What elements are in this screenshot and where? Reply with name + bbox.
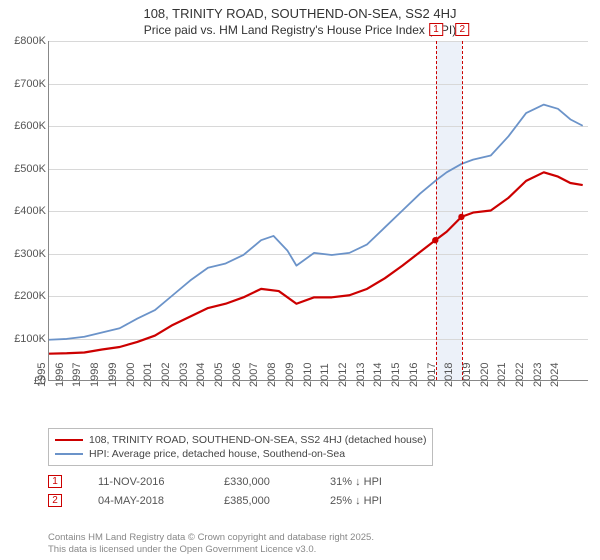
- x-tick-label: 1998: [89, 363, 101, 387]
- legend-item-hpi: HPI: Average price, detached house, Sout…: [55, 447, 426, 461]
- series-line-hpi: [49, 105, 583, 340]
- sale-hpi-delta: 31% ↓ HPI: [330, 476, 410, 488]
- x-tick-label: 2001: [142, 363, 154, 387]
- x-tick-label: 2023: [531, 363, 543, 387]
- x-tick-label: 1996: [53, 363, 65, 387]
- x-tick-label: 2011: [319, 363, 331, 387]
- x-tick-label: 2015: [390, 363, 402, 387]
- legend-swatch: [55, 453, 83, 455]
- x-tick-label: 2020: [478, 363, 490, 387]
- x-tick-label: 2021: [496, 363, 508, 387]
- legend-label: 108, TRINITY ROAD, SOUTHEND-ON-SEA, SS2 …: [89, 434, 426, 446]
- x-tick-label: 2000: [124, 363, 136, 387]
- y-tick-label: £600K: [14, 120, 46, 132]
- attribution: Contains HM Land Registry data © Crown c…: [48, 532, 374, 556]
- sale-tag: 1: [48, 475, 62, 488]
- attribution-line: Contains HM Land Registry data © Crown c…: [48, 532, 374, 544]
- y-tick-label: £500K: [14, 163, 46, 175]
- chart-svg: [49, 41, 588, 380]
- x-tick-label: 2013: [354, 363, 366, 387]
- chart-title: 108, TRINITY ROAD, SOUTHEND-ON-SEA, SS2 …: [0, 0, 600, 21]
- sale-price: £330,000: [224, 476, 294, 488]
- y-tick-label: £800K: [14, 35, 46, 47]
- sales-table: 1 11-NOV-2016 £330,000 31% ↓ HPI 2 04-MAY-201…: [48, 472, 410, 510]
- x-tick-label: 2022: [514, 363, 526, 387]
- sale-marker-tag: 1: [429, 23, 443, 36]
- x-tick-label: 2008: [266, 363, 278, 387]
- x-tick-label: 2006: [231, 363, 243, 387]
- x-tick-label: 1995: [36, 363, 48, 387]
- y-tick-label: £400K: [14, 205, 46, 217]
- sale-marker-line: [436, 41, 437, 380]
- sale-hpi-delta: 25% ↓ HPI: [330, 495, 410, 507]
- sale-marker-tag: 2: [455, 23, 469, 36]
- legend-label: HPI: Average price, detached house, Sout…: [89, 448, 345, 460]
- x-tick-label: 2012: [337, 363, 349, 387]
- sale-marker-line: [462, 41, 463, 380]
- sale-row: 2 04-MAY-2018 £385,000 25% ↓ HPI: [48, 491, 410, 510]
- series-line-price_paid: [49, 172, 583, 353]
- x-tick-label: 2017: [425, 363, 437, 387]
- legend-swatch: [55, 439, 83, 441]
- chart-subtitle: Price paid vs. HM Land Registry's House …: [0, 21, 600, 41]
- x-tick-label: 1999: [107, 363, 119, 387]
- x-tick-label: 2003: [177, 363, 189, 387]
- x-tick-label: 2007: [248, 363, 260, 387]
- x-tick-label: 2005: [213, 363, 225, 387]
- x-tick-label: 2004: [195, 363, 207, 387]
- plot-area: 12: [48, 41, 588, 381]
- y-tick-label: £200K: [14, 290, 46, 302]
- y-tick-label: £100K: [14, 333, 46, 345]
- sale-row: 1 11-NOV-2016 £330,000 31% ↓ HPI: [48, 472, 410, 491]
- x-tick-label: 2018: [443, 363, 455, 387]
- y-tick-label: £700K: [14, 78, 46, 90]
- x-tick-label: 2016: [408, 363, 420, 387]
- x-tick-label: 2002: [160, 363, 172, 387]
- sale-tag: 2: [48, 494, 62, 507]
- x-tick-label: 2010: [301, 363, 313, 387]
- x-tick-label: 2009: [284, 363, 296, 387]
- sale-date: 11-NOV-2016: [98, 476, 188, 488]
- x-tick-label: 2019: [461, 363, 473, 387]
- x-tick-label: 2024: [549, 363, 561, 387]
- legend-item-price-paid: 108, TRINITY ROAD, SOUTHEND-ON-SEA, SS2 …: [55, 433, 426, 447]
- sale-date: 04-MAY-2018: [98, 495, 188, 507]
- y-tick-label: £300K: [14, 248, 46, 260]
- attribution-line: This data is licensed under the Open Gov…: [48, 544, 374, 556]
- x-tick-label: 2014: [372, 363, 384, 387]
- sale-price: £385,000: [224, 495, 294, 507]
- chart: 12 £0£100K£200K£300K£400K£500K£600K£700K…: [0, 41, 600, 421]
- x-tick-label: 1997: [71, 363, 83, 387]
- legend: 108, TRINITY ROAD, SOUTHEND-ON-SEA, SS2 …: [48, 428, 433, 466]
